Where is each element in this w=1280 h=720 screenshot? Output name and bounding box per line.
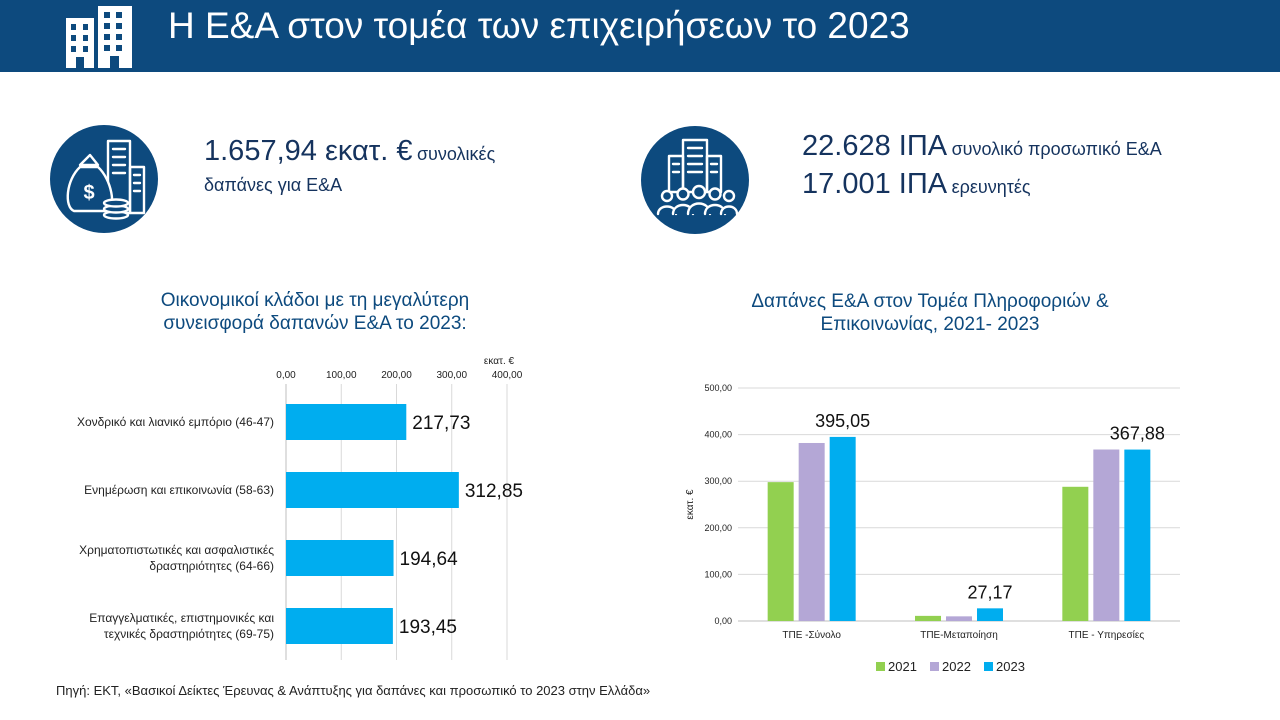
unit-label: εκατ. € (484, 356, 515, 367)
category-label: Ενημέρωση και επικοινωνία (58-63) (84, 483, 274, 497)
kpi-researchers-value: 17.001 ΙΠΑ (802, 168, 948, 200)
kpi-spending-label: δαπάνες για Ε&Α (204, 175, 343, 195)
category-label: δραστηριότητες (64-66) (149, 559, 274, 573)
legend-swatch (930, 662, 939, 671)
bar (977, 608, 1003, 621)
money-bag-city-icon: $ (50, 125, 158, 233)
bar (286, 608, 393, 644)
legend-label: 2023 (996, 659, 1025, 674)
y-axis-label: εκατ. € (685, 489, 696, 520)
data-label: 194,64 (400, 549, 459, 570)
kpi-personnel-line1: 22.628 ΙΠΑ συνολικό προσωπικό Ε&Α (802, 130, 1162, 163)
category-label: Χονδρικό και λιανικό εμπόριο (46-47) (77, 415, 274, 429)
source-note: Πηγή: ΕΚΤ, «Βασικοί Δείκτες Έρευνας & Αν… (56, 683, 651, 698)
legend-swatch (876, 662, 885, 671)
data-label: 27,17 (967, 582, 1012, 602)
right-chart-title-line1: Δαπάνες Ε&Α στον Τομέα Πληροφοριών & (751, 291, 1109, 312)
kpi-personnel-label: συνολικό προσωπικό Ε&Α (951, 139, 1162, 159)
legend-swatch (984, 662, 993, 671)
category-label: Επαγγελματικές, επιστημονικές και (89, 611, 274, 625)
right-chart-title: Δαπάνες Ε&Α στον Τομέα Πληροφοριών & Επι… (680, 290, 1180, 336)
category-label: ΤΠΕ - Υπηρεσίες (1069, 629, 1145, 641)
bar (1062, 486, 1089, 621)
y-tick-label: 200,00 (704, 523, 732, 533)
bar (915, 615, 941, 621)
x-tick-label: 400,00 (492, 370, 523, 381)
header-bar: Η Ε&Α στον τομέα των επιχειρήσεων το 202… (0, 0, 1280, 72)
left-chart-title: Οικονομικοί κλάδοι με τη μεγαλύτερη συνε… (80, 289, 550, 335)
left-chart-title-line2: συνεισφορά δαπανών Ε&Α το 2023: (163, 313, 467, 334)
bar (798, 442, 825, 621)
y-tick-label: 0,00 (714, 616, 732, 626)
legend-label: 2022 (942, 659, 971, 674)
category-label: Χρηματοπιστωτικές και ασφαλιστικές (79, 543, 274, 557)
y-tick-label: 500,00 (704, 383, 732, 393)
grouped-bar-chart: 0,00 100,00 200,00 300,00 400,00 500,00 εκατ. … (685, 383, 1180, 674)
bar (286, 404, 407, 440)
bar (829, 436, 856, 621)
x-tick-label: 200,00 (381, 370, 412, 381)
bar (286, 540, 394, 576)
left-chart-title-line1: Οικονομικοί κλάδοι με τη μεγαλύτερη (160, 290, 470, 311)
category-label: ΤΠΕ -Σύνολο (782, 629, 841, 641)
data-label: 395,05 (815, 411, 870, 431)
kpi-spending-line1: 1.657,94 εκατ. € συνολικές (204, 135, 495, 168)
data-label: 193,45 (399, 617, 457, 638)
x-tick-label: 0,00 (276, 370, 296, 381)
kpi-spending-value: 1.657,94 εκατ. € (204, 135, 413, 167)
kpi-researchers-line: 17.001 ΙΠΑ ερευνητές (802, 168, 1031, 201)
bar (1124, 449, 1151, 621)
bar (946, 616, 972, 621)
horizontal-bar-chart: εκατ. € 0,00 100,00 200,00 300,00 400,00 217,7… (77, 356, 523, 660)
buildings-icon (66, 6, 132, 68)
page-title: Η Ε&Α στον τομέα των επιχειρήσεων το 202… (168, 5, 910, 46)
bar (1093, 449, 1120, 621)
kpi-personnel-value: 22.628 ΙΠΑ (802, 130, 948, 162)
right-chart-title-line2: Επικοινωνίας, 2021- 2023 (820, 314, 1040, 335)
x-tick-label: 100,00 (326, 370, 357, 381)
category-label: ΤΠΕ-Μεταποίηση (920, 629, 998, 641)
category-label: τεχνικές δραστηριότητες (69-75) (104, 627, 274, 641)
data-label: 217,73 (412, 413, 470, 434)
data-label: 312,85 (465, 481, 523, 502)
kpi-spending-label-inline: συνολικές (416, 144, 496, 164)
y-tick-label: 100,00 (704, 569, 732, 579)
data-label: 367,88 (1110, 424, 1165, 444)
x-tick-label: 300,00 (436, 370, 467, 381)
y-tick-label: 400,00 (704, 430, 732, 440)
kpi-researchers-label: ερευνητές (951, 177, 1031, 197)
svg-text:$: $ (83, 182, 94, 204)
y-tick-label: 300,00 (704, 476, 732, 486)
bar (286, 472, 459, 508)
bar (767, 482, 794, 621)
legend-label: 2021 (888, 659, 917, 674)
building-people-icon (641, 126, 749, 234)
